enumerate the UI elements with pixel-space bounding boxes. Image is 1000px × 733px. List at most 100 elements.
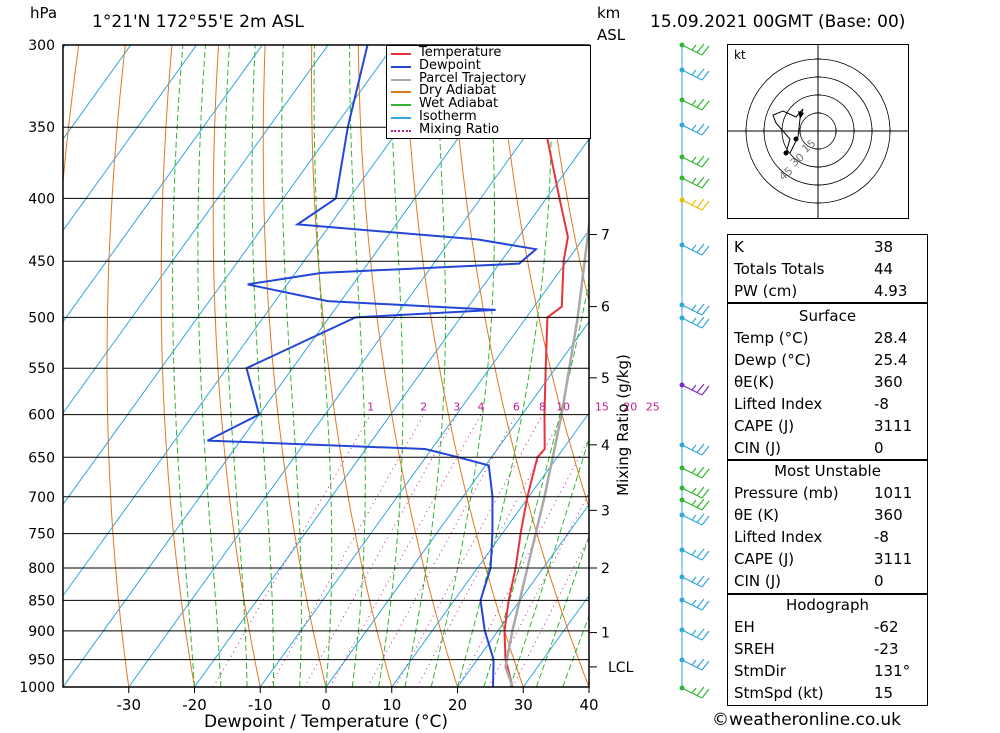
datetime-label: 15.09.2021 00GMT (Base: 00) <box>650 12 906 32</box>
mixing-ratio-label: 4 <box>477 401 484 414</box>
wet-adiabat-line <box>430 45 495 687</box>
wind-barb <box>681 498 710 511</box>
surface-dewp-value: 25.4 <box>874 351 908 369</box>
pressure-tick-label: 1000 <box>19 680 55 696</box>
surface-cape-label: CAPE (J) <box>734 417 795 435</box>
surface-dewp-label: Dewp (°C) <box>734 351 812 369</box>
pressure-tick-label: 400 <box>28 191 55 207</box>
legend-entry: Parcel Trajectory <box>387 70 587 86</box>
legend-label: Dry Adiabat <box>419 83 496 99</box>
mu-li-value: -8 <box>874 528 889 546</box>
temp-tick-label: 0 <box>321 696 331 714</box>
series-dewpoint <box>207 45 539 687</box>
mu-theta-label: θE (K) <box>734 506 779 524</box>
wind-barb <box>681 123 710 136</box>
dry-adiabat-line <box>106 45 130 687</box>
mu-theta-value: 360 <box>874 506 903 524</box>
legend-entry: Temperature <box>387 45 587 60</box>
wind-barb <box>681 176 710 189</box>
wind-barb <box>681 548 710 561</box>
temp-tick-label: -10 <box>248 696 273 714</box>
mixing-ratio-label: 15 <box>595 401 609 414</box>
surface-temp-label: Temp (°C) <box>734 329 809 347</box>
indices-table: K 38 Totals Totals 44 PW (cm) 4.93 <box>727 234 928 303</box>
temp-tick-label: -20 <box>182 696 207 714</box>
most-unstable-title: Most Unstable <box>774 462 881 480</box>
pressure-tick-label: 750 <box>28 527 55 543</box>
wet-adiabat-line <box>349 45 366 687</box>
totals-totals-label: Totals Totals <box>734 260 825 278</box>
wind-barb <box>681 98 710 111</box>
pressure-tick-label: 350 <box>28 120 55 136</box>
legend-label: Parcel Trajectory <box>419 70 527 86</box>
mu-cape-label: CAPE (J) <box>734 550 795 568</box>
wind-barb <box>681 513 710 526</box>
wind-barb <box>681 43 710 56</box>
isotherm-line <box>456 503 589 687</box>
pw-value: 4.93 <box>874 282 908 300</box>
dry-adiabat-line <box>918 45 1000 687</box>
pressure-tick-label: 300 <box>28 38 55 54</box>
legend-label: Wet Adiabat <box>419 96 499 112</box>
mixing-ratio-label: 10 <box>556 401 570 414</box>
legend-entry: Isotherm <box>387 110 587 124</box>
km-tick-label: 3 <box>601 503 610 519</box>
mixing-ratio-label: 6 <box>513 401 520 414</box>
hodograph-point <box>793 136 799 142</box>
legend-swatch <box>391 91 411 94</box>
wind-barb <box>681 686 710 699</box>
mu-cin-value: 0 <box>874 572 884 590</box>
k-index-value: 38 <box>874 238 894 256</box>
hodograph-storm-marker <box>798 111 804 119</box>
most-unstable-table: Most Unstable Pressure (mb) 1011 θE (K) 36… <box>727 460 928 594</box>
pressure-tick-label: 650 <box>28 450 55 466</box>
mixing-ratio-label: 8 <box>539 401 546 414</box>
wind-barb <box>681 466 710 479</box>
legend-swatch <box>391 104 411 107</box>
series-parcel-trajectory <box>504 215 589 687</box>
pressure-tick-label: 700 <box>28 490 55 506</box>
hodograph-ring-label: 30 <box>788 151 807 170</box>
isotherm-line <box>63 45 329 414</box>
stmdir-value: 131° <box>874 662 911 680</box>
isotherm-line <box>63 45 395 506</box>
wet-adiabat-line <box>281 45 302 687</box>
km-unit-label: km <box>597 4 621 22</box>
isotherm-line <box>63 45 198 232</box>
wind-barb <box>681 575 710 588</box>
hodograph-unit: kt <box>734 48 746 62</box>
isotherm-line <box>259 229 589 687</box>
isotherm-line <box>63 45 132 141</box>
pressure-tick-label: 850 <box>28 593 55 609</box>
sreh-value: -23 <box>874 640 899 658</box>
legend-label: Dewpoint <box>419 57 481 73</box>
mu-pressure-value: 1011 <box>874 484 913 502</box>
surface-title: Surface <box>798 307 857 325</box>
hodograph-point <box>783 150 789 156</box>
wind-barb <box>681 598 710 611</box>
mixing-ratio-label: 3 <box>453 401 460 414</box>
wet-adiabat-line <box>223 45 248 687</box>
legend: Temperature Dewpoint Parcel Trajectory Dry … <box>386 45 591 139</box>
wind-barb <box>681 486 710 499</box>
mu-li-label: Lifted Index <box>734 528 823 546</box>
legend-label: Temperature <box>419 45 502 60</box>
mu-cin-label: CIN (J) <box>734 572 782 590</box>
pressure-tick-label: 950 <box>28 653 55 669</box>
legend-swatch <box>391 117 411 119</box>
k-index-label: K <box>734 238 744 256</box>
dry-adiabat-line <box>357 45 458 687</box>
totals-totals-value: 44 <box>874 260 894 278</box>
wet-adiabat-line <box>378 45 404 687</box>
surface-cape-value: 3111 <box>874 417 913 435</box>
dry-adiabat-line <box>160 45 195 687</box>
km-tick-label: LCL <box>608 660 634 676</box>
x-axis-label: Dewpoint / Temperature (°C) <box>204 712 448 732</box>
hodograph-ring-label: 45 <box>776 164 795 183</box>
location-label: 1°21'N 172°55'E 2m ASL <box>92 12 304 32</box>
wind-barb <box>681 155 710 168</box>
pressure-tick-label: 600 <box>28 408 55 424</box>
pressure-tick-label: 800 <box>28 561 55 577</box>
copyright-label: ©weatheronline.co.uk <box>712 710 902 730</box>
